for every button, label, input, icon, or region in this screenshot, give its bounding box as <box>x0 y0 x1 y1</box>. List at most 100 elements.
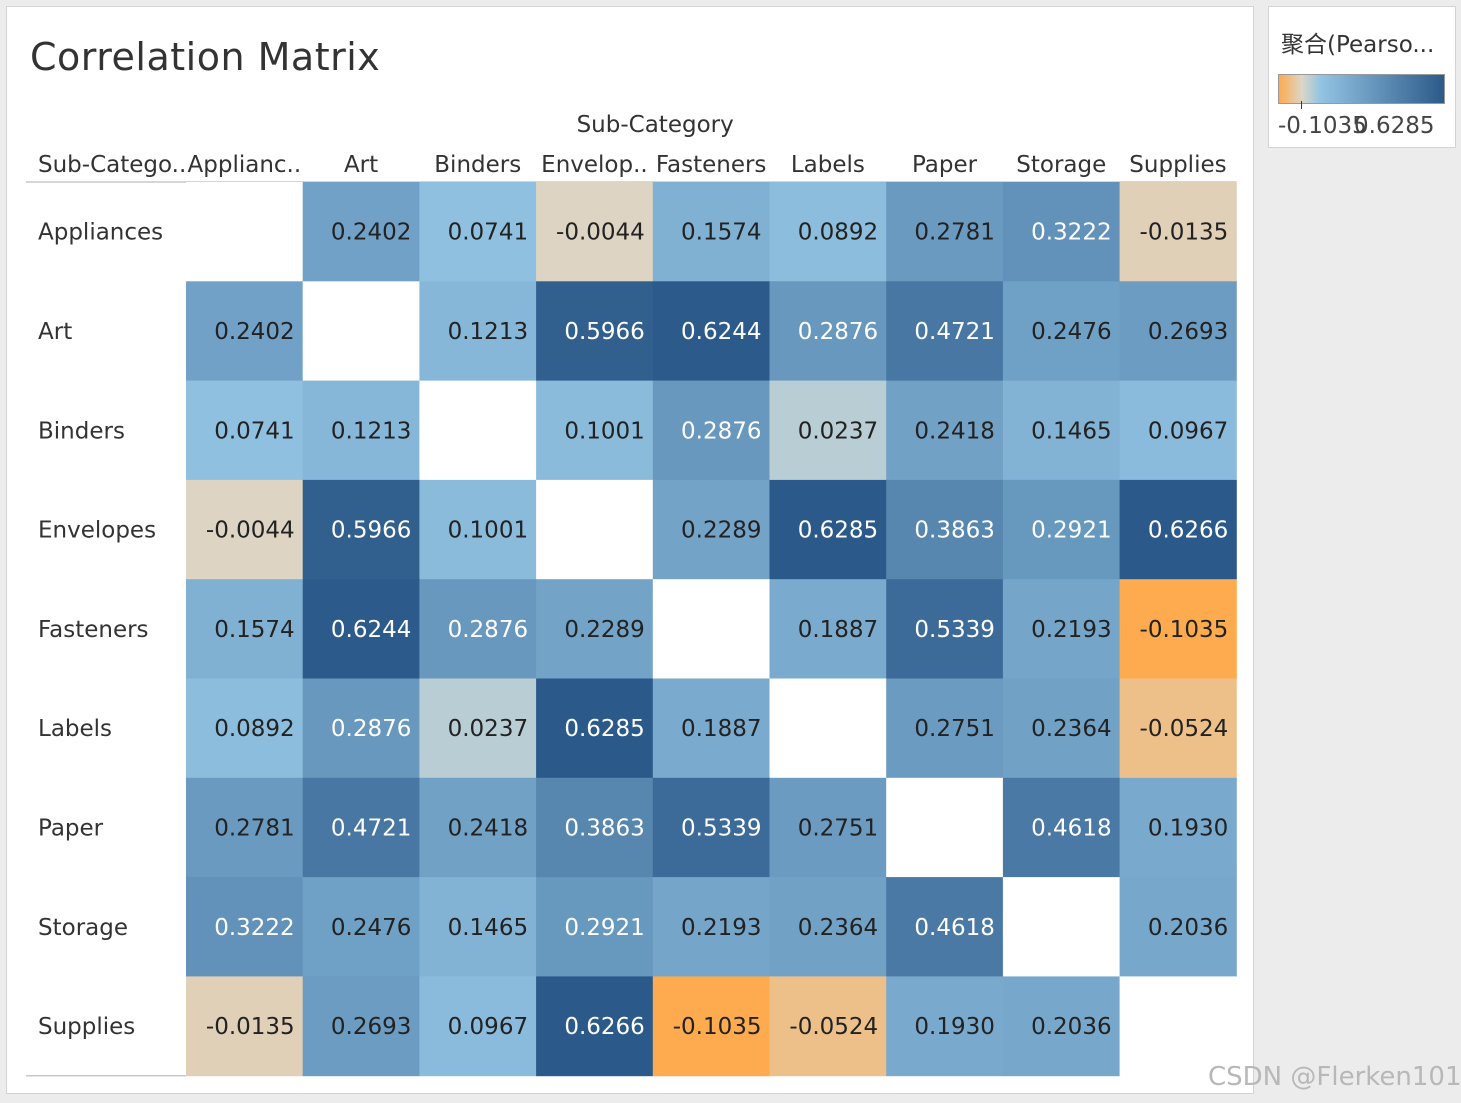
heatmap-cell[interactable] <box>302 777 420 878</box>
heatmap-cell[interactable] <box>1002 281 1121 382</box>
heatmap-cell[interactable] <box>1002 380 1121 481</box>
heatmap-cell[interactable] <box>652 479 770 580</box>
heatmap-cell[interactable] <box>419 579 537 679</box>
heatmap-cell[interactable] <box>1119 777 1237 878</box>
heatmap-cell[interactable] <box>886 877 1004 977</box>
heatmap-cell[interactable] <box>536 182 654 282</box>
heatmap-cell[interactable] <box>536 777 654 878</box>
heatmap-cell[interactable] <box>769 877 887 977</box>
heatmap-cell[interactable] <box>886 182 1004 282</box>
heatmap-cell[interactable] <box>652 777 770 878</box>
heatmap-cell[interactable] <box>886 678 1004 779</box>
heatmap-cell[interactable] <box>652 877 770 977</box>
cell-value-label: 0.4721 <box>914 319 994 345</box>
column-label[interactable]: Envelop.. <box>541 152 648 178</box>
heatmap-cell[interactable] <box>769 380 887 481</box>
heatmap-cell[interactable] <box>769 182 887 282</box>
heatmap-cell[interactable] <box>186 678 304 779</box>
heatmap-cell[interactable] <box>652 976 770 1077</box>
heatmap-cell[interactable] <box>186 877 304 977</box>
heatmap-cell[interactable] <box>1002 579 1121 679</box>
heatmap-cell[interactable] <box>302 380 420 481</box>
column-label[interactable]: Fasteners <box>656 152 767 178</box>
heatmap-cell[interactable] <box>1002 678 1121 779</box>
heatmap-cell[interactable] <box>1119 380 1237 481</box>
cell-value-label: 0.2193 <box>681 915 761 941</box>
heatmap-cell[interactable] <box>186 281 304 382</box>
heatmap-cell[interactable] <box>886 380 1004 481</box>
heatmap-cell[interactable] <box>1119 877 1237 977</box>
heatmap-cell[interactable] <box>302 479 420 580</box>
heatmap-cell[interactable] <box>886 579 1004 679</box>
heatmap-cell[interactable] <box>886 976 1004 1077</box>
heatmap-cell[interactable] <box>1002 976 1121 1077</box>
heatmap-cell[interactable] <box>536 877 654 977</box>
row-label[interactable]: Storage <box>38 915 128 941</box>
heatmap-cell[interactable] <box>769 777 887 878</box>
row-label[interactable]: Appliances <box>38 220 163 246</box>
row-header[interactable]: Sub-Catego.. <box>38 152 186 178</box>
heatmap-cell[interactable] <box>652 380 770 481</box>
row-label[interactable]: Fasteners <box>38 617 149 643</box>
row-label[interactable]: Supplies <box>38 1014 135 1040</box>
cell-value-label: -0.0135 <box>1140 220 1229 246</box>
heatmap-cell[interactable] <box>769 579 887 679</box>
heatmap-cell[interactable] <box>1119 479 1237 580</box>
heatmap-cell[interactable] <box>652 678 770 779</box>
heatmap-cell[interactable] <box>769 281 887 382</box>
heatmap-cell[interactable] <box>536 976 654 1077</box>
heatmap-cell[interactable] <box>536 678 654 779</box>
legend-title[interactable]: 聚合(Pearso... <box>1281 32 1435 58</box>
heatmap-cell[interactable] <box>536 579 654 679</box>
heatmap-cell[interactable] <box>1119 281 1237 382</box>
heatmap-cell[interactable] <box>1119 678 1237 779</box>
cell-value-label: 0.2876 <box>331 716 411 742</box>
column-label[interactable]: Labels <box>791 152 865 178</box>
heatmap-cell[interactable] <box>769 479 887 580</box>
cell-value-label: 0.2402 <box>331 220 411 246</box>
heatmap-cell[interactable] <box>1119 182 1237 282</box>
heatmap-cell[interactable] <box>652 281 770 382</box>
cell-value-label: 0.3222 <box>1031 220 1111 246</box>
heatmap-cell[interactable] <box>419 976 537 1077</box>
column-label[interactable]: Storage <box>1016 152 1106 178</box>
heatmap-cell[interactable] <box>419 479 537 580</box>
column-label[interactable]: Art <box>344 152 378 178</box>
heatmap-cell[interactable] <box>886 479 1004 580</box>
heatmap-cell[interactable] <box>186 579 304 679</box>
heatmap-cell[interactable] <box>769 976 887 1077</box>
legend-gradient-bar <box>1278 74 1445 104</box>
column-label[interactable]: Binders <box>434 152 521 178</box>
heatmap-cell[interactable] <box>536 281 654 382</box>
cell-value-label: 0.5339 <box>914 617 994 643</box>
heatmap-cell[interactable] <box>186 380 304 481</box>
heatmap-cell[interactable] <box>536 380 654 481</box>
heatmap-cell[interactable] <box>186 777 304 878</box>
row-label[interactable]: Art <box>38 319 72 345</box>
heatmap-cell[interactable] <box>1002 777 1121 878</box>
heatmap-cell[interactable] <box>1002 479 1121 580</box>
row-label[interactable]: Envelopes <box>38 518 156 544</box>
row-label[interactable]: Binders <box>38 418 125 444</box>
heatmap-cell[interactable] <box>419 777 537 878</box>
heatmap-cell[interactable] <box>419 678 537 779</box>
heatmap-cell[interactable] <box>302 976 420 1077</box>
heatmap-cell[interactable] <box>419 877 537 977</box>
heatmap-cell[interactable] <box>1119 579 1237 679</box>
column-label[interactable]: Paper <box>912 152 978 178</box>
heatmap-cell[interactable] <box>652 182 770 282</box>
heatmap-cell[interactable] <box>419 182 537 282</box>
heatmap-cell[interactable] <box>302 579 420 679</box>
row-label[interactable]: Labels <box>38 716 112 742</box>
heatmap-cell[interactable] <box>186 976 304 1077</box>
heatmap-cell[interactable] <box>302 877 420 977</box>
heatmap-cell[interactable] <box>186 479 304 580</box>
row-label[interactable]: Paper <box>38 815 104 841</box>
column-label[interactable]: Supplies <box>1129 152 1226 178</box>
column-label[interactable]: Applianc.. <box>188 152 302 178</box>
heatmap-cell[interactable] <box>302 182 420 282</box>
heatmap-cell[interactable] <box>886 281 1004 382</box>
heatmap-cell[interactable] <box>419 281 537 382</box>
heatmap-cell[interactable] <box>1002 182 1121 282</box>
heatmap-cell[interactable] <box>302 678 420 779</box>
